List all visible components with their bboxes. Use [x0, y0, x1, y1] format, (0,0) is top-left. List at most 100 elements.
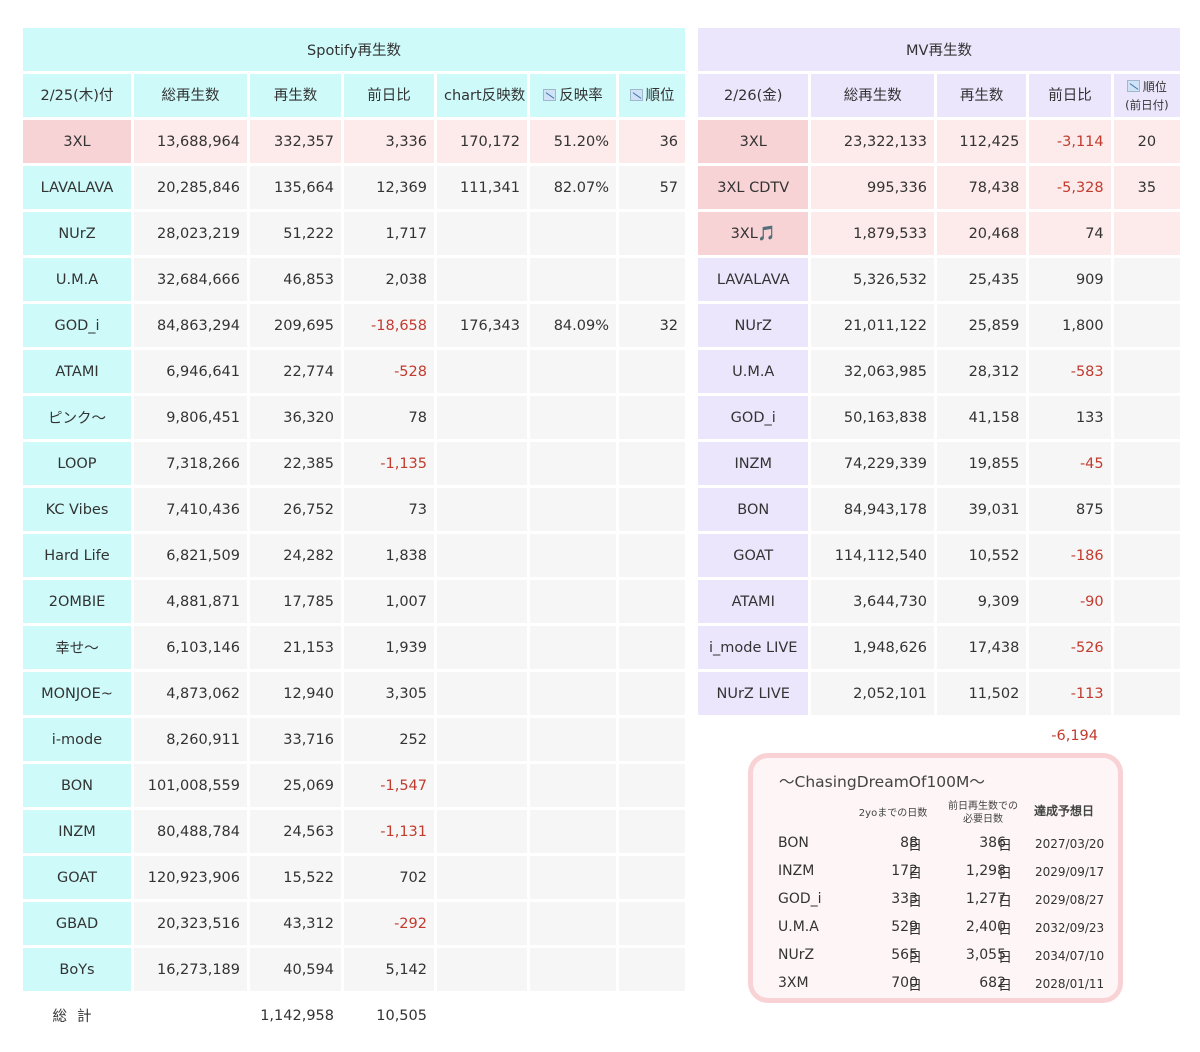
mv-rank — [1113, 626, 1180, 669]
spotify-total-plays: 4,873,062 — [134, 672, 247, 715]
spotify-song-name: LOOP — [23, 442, 131, 485]
forecast-days-needed: 682 — [979, 975, 1006, 991]
spotify-row: BoYs 16,273,189 40,594 5,142 — [23, 948, 686, 991]
spotify-rank — [619, 626, 686, 669]
mv-rank — [1113, 258, 1180, 301]
forecast-days-needed: 1,298 — [965, 863, 1006, 879]
mv-row: i_mode LIVE 1,948,626 17,438 -526 — [698, 626, 1180, 669]
spotify-total-plays: 8,260,911 — [134, 718, 247, 761]
spotify-total-plays: 84,863,294 — [134, 304, 247, 347]
forecast-unit: 日 — [908, 978, 922, 994]
spotify-diff: 1,939 — [344, 626, 434, 669]
spotify-daily-plays: 51,222 — [250, 212, 341, 255]
mv-daily-views: 19,855 — [936, 442, 1027, 485]
spotify-rank — [619, 580, 686, 623]
spotify-rank — [619, 488, 686, 531]
mv-video-name: 3XL CDTV — [698, 166, 809, 209]
spotify-row: 3XL 13,688,964 332,357 3,336 170,172 51.20% 36 — [23, 120, 686, 163]
forecast-date: 2032/09/23 — [1035, 921, 1105, 935]
mv-total-views: 84,943,178 — [811, 488, 934, 531]
spotify-row: ピンク〜 9,806,451 36,320 78 — [23, 396, 686, 439]
spotify-chart-count: 176,343 — [437, 304, 527, 347]
spotify-rate — [530, 258, 616, 301]
spotify-rate — [530, 442, 616, 485]
spotify-rate — [530, 856, 616, 899]
mv-header-date: 2/26(金) — [698, 74, 809, 117]
mv-video-name: GOD_i — [698, 396, 809, 439]
spotify-chart-count — [437, 948, 527, 991]
mv-row: GOAT 114,112,540 10,552 -186 — [698, 534, 1180, 577]
spotify-chart-count — [437, 212, 527, 255]
spotify-rate: 51.20% — [530, 120, 616, 163]
forecast-song-name: BON — [778, 835, 809, 851]
mv-diff: 133 — [1029, 396, 1111, 439]
spotify-song-name: KC Vibes — [23, 488, 131, 531]
forecast-header-date: 達成予想日 — [1033, 804, 1094, 818]
spotify-rank — [619, 856, 686, 899]
spotify-rate: 84.09% — [530, 304, 616, 347]
spotify-total-plays: 28,023,219 — [134, 212, 247, 255]
mv-rank — [1113, 350, 1180, 393]
spotify-total-plays: 9,806,451 — [134, 396, 247, 439]
spotify-row: KC Vibes 7,410,436 26,752 73 — [23, 488, 686, 531]
forecast-unit: 日 — [908, 894, 922, 910]
spotify-chart-count — [437, 672, 527, 715]
mv-daily-views: 11,502 — [936, 672, 1027, 715]
forecast-unit: 日 — [998, 866, 1012, 882]
spotify-song-name: BON — [23, 764, 131, 807]
spotify-total-plays: 13,688,964 — [134, 120, 247, 163]
mv-diff: -583 — [1029, 350, 1111, 393]
spotify-song-name: Hard Life — [23, 534, 131, 577]
mv-diff: -186 — [1029, 534, 1111, 577]
spotify-chart-count — [437, 764, 527, 807]
mv-rank — [1113, 442, 1180, 485]
spotify-row: GOD_i 84,863,294 209,695 -18,658 176,343 84.0… — [23, 304, 686, 347]
forecast-song-name: GOD_i — [778, 891, 822, 907]
spotify-rank — [619, 718, 686, 761]
mv-daily-views: 20,468 — [936, 212, 1027, 255]
spotify-rank: 36 — [619, 120, 686, 163]
spotify-total-plays: 101,008,559 — [134, 764, 247, 807]
mv-daily-views: 39,031 — [936, 488, 1027, 531]
mv-video-name: U.M.A — [698, 350, 809, 393]
mv-total-views: 5,326,532 — [811, 258, 934, 301]
mv-video-name: GOAT — [698, 534, 809, 577]
spotify-row: 2OMBIE 4,881,871 17,785 1,007 — [23, 580, 686, 623]
forecast-row: U.M.A 529 日 2,400 日 2032/09/23 — [753, 919, 1118, 943]
spotify-chart-count — [437, 626, 527, 669]
spotify-chart-count — [437, 488, 527, 531]
spotify-chart-count — [437, 902, 527, 945]
spotify-daily-plays: 17,785 — [250, 580, 341, 623]
spotify-daily-plays: 33,716 — [250, 718, 341, 761]
spotify-song-name: 3XL — [23, 120, 131, 163]
spotify-total-empty — [437, 994, 527, 1037]
mv-total-views: 50,163,838 — [811, 396, 934, 439]
spotify-row: NUrZ 28,023,219 51,222 1,717 — [23, 212, 686, 255]
forecast-unit: 日 — [998, 838, 1012, 854]
mv-rank: 35 — [1113, 166, 1180, 209]
spotify-diff: -528 — [344, 350, 434, 393]
mv-row: 3XL CDTV 995,336 78,438 -5,328 35 — [698, 166, 1180, 209]
spotify-song-name: 幸せ〜 — [23, 626, 131, 669]
spotify-rank — [619, 810, 686, 853]
spotify-song-name: GOAT — [23, 856, 131, 899]
mv-diff: -526 — [1029, 626, 1111, 669]
forecast-unit: 日 — [908, 922, 922, 938]
mv-total-views: 74,229,339 — [811, 442, 934, 485]
forecast-unit: 日 — [908, 866, 922, 882]
spotify-header-plays: 再生数 — [250, 74, 341, 117]
mv-video-name: 3XL🎵 — [698, 212, 809, 255]
spotify-total-empty — [530, 994, 616, 1037]
forecast-date: 2034/07/10 — [1035, 949, 1105, 963]
spotify-header-rate: 反映率 — [530, 74, 616, 117]
spotify-daily-plays: 15,522 — [250, 856, 341, 899]
mv-daily-views: 10,552 — [936, 534, 1027, 577]
mv-diff: 74 — [1029, 212, 1111, 255]
mv-total-views: 23,322,133 — [811, 120, 934, 163]
spotify-rate: 82.07% — [530, 166, 616, 209]
mv-video-name: NUrZ — [698, 304, 809, 347]
mv-video-name: 3XL — [698, 120, 809, 163]
spotify-chart-count — [437, 580, 527, 623]
spotify-chart-count: 111,341 — [437, 166, 527, 209]
spotify-title: Spotify再生数 — [23, 28, 686, 71]
